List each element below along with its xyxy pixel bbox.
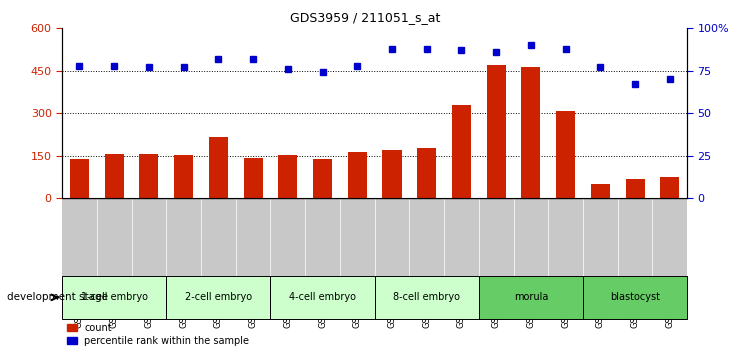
Text: development stage: development stage (7, 292, 108, 302)
Bar (382, 149, 401, 198)
Bar (243, 158, 262, 198)
Text: 8-cell embryo: 8-cell embryo (393, 292, 461, 302)
Bar (583, 276, 687, 319)
Bar (140, 154, 159, 198)
Bar (556, 111, 575, 198)
Bar (348, 152, 367, 198)
Text: blastocyst: blastocyst (610, 292, 660, 302)
Bar (270, 276, 375, 319)
Bar (174, 155, 193, 198)
Bar (479, 276, 583, 319)
Bar (417, 148, 436, 198)
Bar (209, 137, 228, 198)
Bar (521, 67, 540, 198)
Bar (279, 155, 298, 198)
Text: GDS3959 / 211051_s_at: GDS3959 / 211051_s_at (290, 11, 441, 24)
Text: 4-cell embryo: 4-cell embryo (289, 292, 356, 302)
Bar (167, 276, 270, 319)
Text: 1-cell embryo: 1-cell embryo (80, 292, 148, 302)
Bar (313, 159, 332, 198)
Bar (626, 179, 645, 198)
Bar (374, 276, 479, 319)
Bar (591, 184, 610, 198)
Text: morula: morula (514, 292, 548, 302)
Bar (487, 65, 506, 198)
Bar (105, 154, 124, 198)
Legend: count, percentile rank within the sample: count, percentile rank within the sample (67, 323, 249, 346)
Bar (452, 105, 471, 198)
Bar (660, 177, 679, 198)
Bar (70, 159, 89, 198)
Text: 2-cell embryo: 2-cell embryo (185, 292, 252, 302)
Bar (62, 276, 167, 319)
